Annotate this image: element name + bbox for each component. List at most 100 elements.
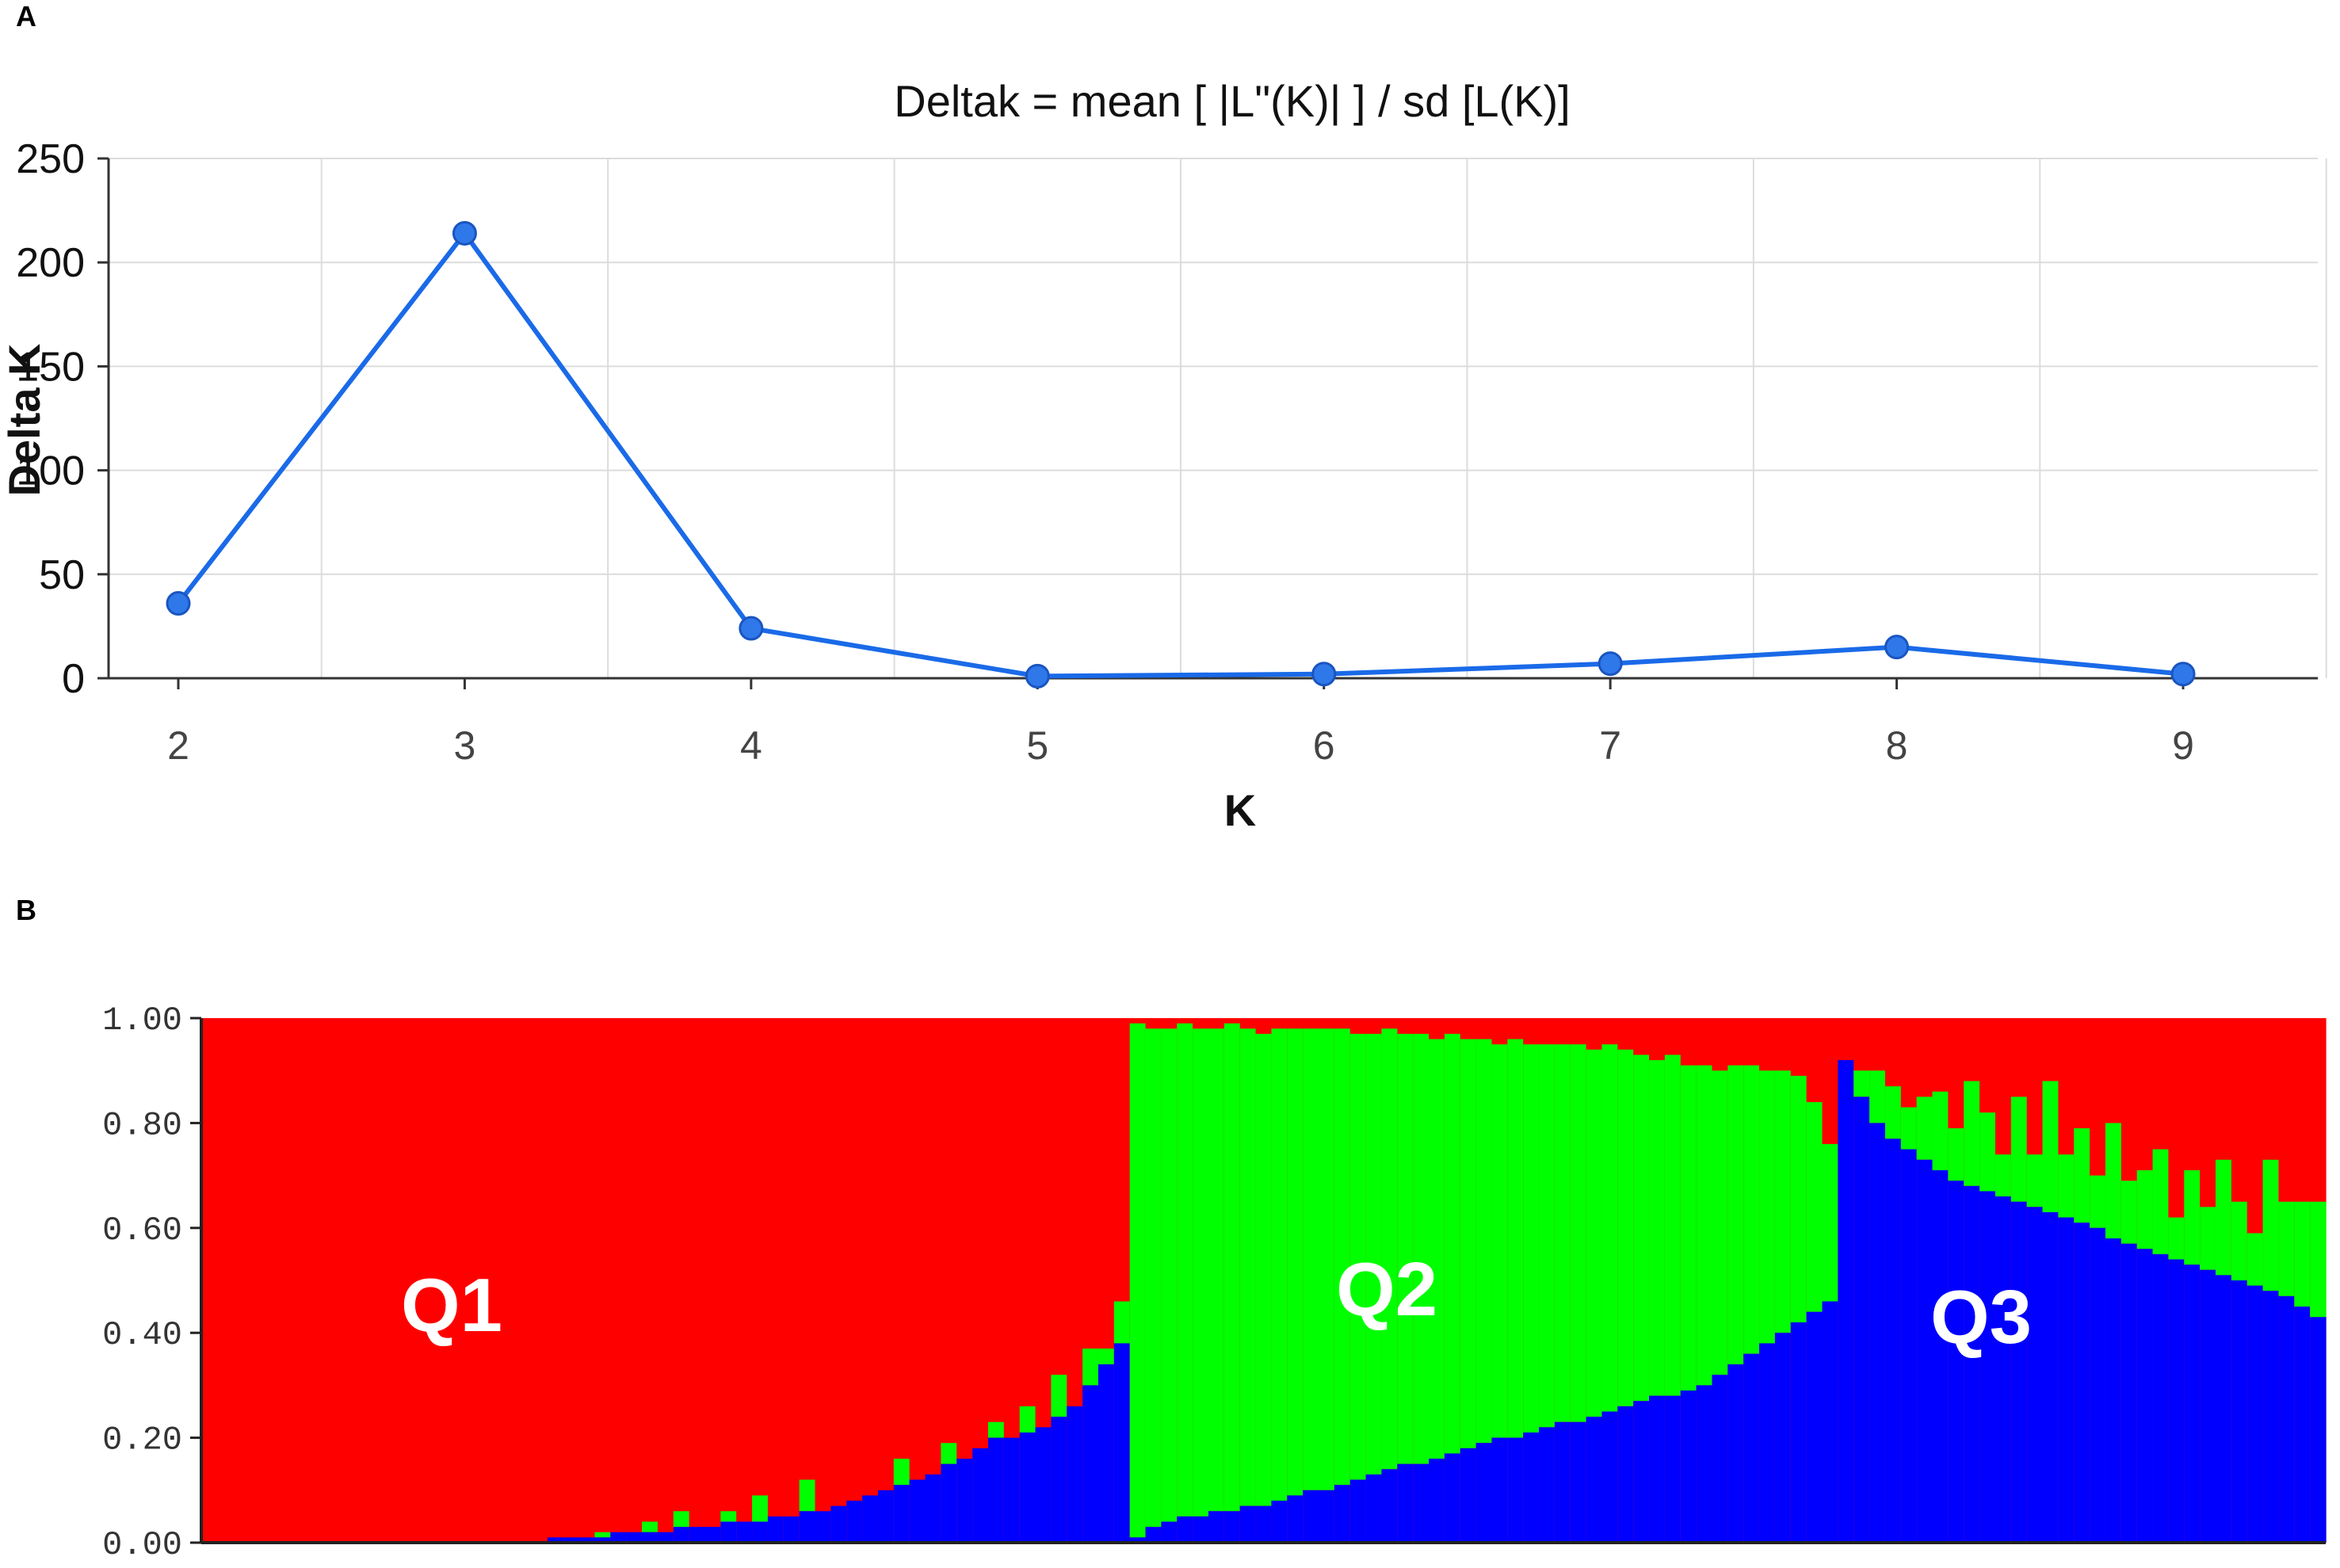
bar-segment-q1 (500, 1018, 517, 1543)
chart-a-title: Deltak = mean [ |L"(K)| ] / sd [L(K)] (894, 76, 1570, 126)
structure-y-ticks: 0.00 0.20 0.40 0.60 0.80 1.00 (102, 1001, 182, 1564)
bar-segment-q3 (799, 1511, 816, 1543)
bar-segment-q3 (1507, 1437, 1524, 1543)
delta-k-point (452, 220, 477, 246)
individual-bar (1067, 1018, 1083, 1543)
structure-y-tick-label: 0.20 (102, 1421, 182, 1459)
bar-segment-q3 (689, 1527, 706, 1543)
bar-segment-q2 (1680, 1065, 1697, 1391)
bar-segment-q2 (2215, 1159, 2232, 1276)
individual-bar (547, 1018, 564, 1543)
individual-bar (1223, 1018, 1241, 1543)
individual-bar (1664, 1018, 1682, 1543)
bar-segment-q3 (1759, 1343, 1776, 1543)
delta-k-point (1025, 663, 1050, 689)
individual-bar (1633, 1018, 1650, 1543)
individual-bar (1570, 1018, 1587, 1543)
x-tick-label: 6 (1313, 723, 1335, 768)
individual-bar (422, 1018, 438, 1543)
bar-segment-q3 (626, 1532, 643, 1543)
bar-segment-q2 (1271, 1028, 1288, 1501)
individual-bar (1145, 1018, 1162, 1543)
bar-segment-q2 (1948, 1128, 1964, 1181)
bar-segment-q2 (1979, 1112, 1996, 1192)
bar-segment-q1 (673, 1018, 690, 1543)
individual-bar (1743, 1018, 1760, 1543)
individual-bar (1680, 1018, 1697, 1543)
bar-segment-q3 (1397, 1463, 1414, 1543)
bar-segment-q2 (720, 1511, 737, 1522)
bar-segment-q1 (594, 1018, 611, 1543)
bar-segment-q1 (422, 1018, 438, 1543)
bar-segment-q2 (2090, 1175, 2106, 1228)
individual-bar (862, 1018, 879, 1543)
bar-segment-q3 (673, 1527, 690, 1543)
structure-y-tick-label: 0.00 (102, 1526, 182, 1564)
bar-segment-q3 (1539, 1427, 1556, 1543)
x-tick-label: 9 (2172, 723, 2194, 768)
bar-segment-q2 (2246, 1233, 2264, 1286)
individual-bar (1838, 1018, 1854, 1543)
individual-bar (2152, 1018, 2170, 1543)
individual-bar (956, 1018, 973, 1543)
bar-segment-q3 (1995, 1196, 2012, 1543)
y-tick-label: 150 (16, 344, 85, 390)
individual-bar (941, 1018, 957, 1543)
individual-bar (1696, 1018, 1713, 1543)
bar-segment-q3 (1019, 1432, 1036, 1543)
bar-segment-q2 (1051, 1375, 1067, 1417)
bar-segment-q3 (720, 1521, 737, 1543)
bar-segment-q3 (1932, 1169, 1949, 1543)
bar-segment-q3 (1964, 1185, 1980, 1543)
bar-segment-q3 (2294, 1307, 2311, 1543)
bar-segment-q3 (2215, 1275, 2232, 1543)
bar-segment-q1 (704, 1018, 721, 1543)
bar-segment-q2 (1601, 1044, 1618, 1412)
individual-bar (1539, 1018, 1556, 1543)
bar-segment-q2 (752, 1495, 769, 1522)
bar-segment-q1 (532, 1018, 548, 1543)
chart-a-y-ticks: 0 50 100 150 200 250 (16, 136, 85, 702)
bar-segment-q2 (2184, 1169, 2201, 1265)
bar-segment-q3 (1349, 1479, 1367, 1543)
bar-segment-q2 (1082, 1349, 1099, 1386)
individual-bar (1193, 1018, 1209, 1543)
bar-segment-q1 (987, 1018, 1005, 1543)
bar-segment-q3 (1334, 1485, 1351, 1543)
individual-bar (1916, 1018, 1933, 1543)
chart-a-axes (97, 157, 2318, 689)
bar-segment-q2 (2168, 1217, 2185, 1260)
individual-bar (1979, 1018, 1996, 1543)
individual-bar (452, 1018, 470, 1543)
individual-bar (830, 1018, 847, 1543)
bar-segment-q1 (752, 1018, 769, 1543)
individual-bar (594, 1018, 611, 1543)
bar-segment-q1 (642, 1018, 658, 1543)
individual-bar (374, 1018, 391, 1543)
bar-segment-q1 (846, 1018, 863, 1543)
bar-segment-q2 (1853, 1070, 1870, 1097)
individual-bar (1303, 1018, 1319, 1543)
individual-bar (2310, 1018, 2327, 1543)
bar-segment-q3 (2026, 1207, 2044, 1543)
individual-bar (1554, 1018, 1571, 1543)
individual-bar (1051, 1018, 1067, 1543)
bar-segment-q2 (1145, 1028, 1162, 1528)
individual-bar (2090, 1018, 2106, 1543)
bar-segment-q1 (956, 1018, 973, 1543)
bar-segment-q3 (1460, 1448, 1477, 1543)
bar-segment-q2 (673, 1511, 690, 1528)
bar-segment-q2 (987, 1421, 1005, 1438)
bar-segment-q3 (1491, 1437, 1508, 1543)
bar-segment-q3 (1003, 1437, 1021, 1543)
bar-segment-q2 (1743, 1065, 1760, 1354)
cluster-labels: Q1 Q2 Q3 (401, 1247, 2032, 1360)
bar-segment-q2 (1019, 1406, 1036, 1433)
bar-segment-q3 (2310, 1317, 2327, 1543)
panel-a-label: A (16, 0, 36, 32)
bar-segment-q2 (1649, 1059, 1666, 1396)
individual-bar (1349, 1018, 1367, 1543)
individual-bar (532, 1018, 548, 1543)
individual-bar (1255, 1018, 1273, 1543)
